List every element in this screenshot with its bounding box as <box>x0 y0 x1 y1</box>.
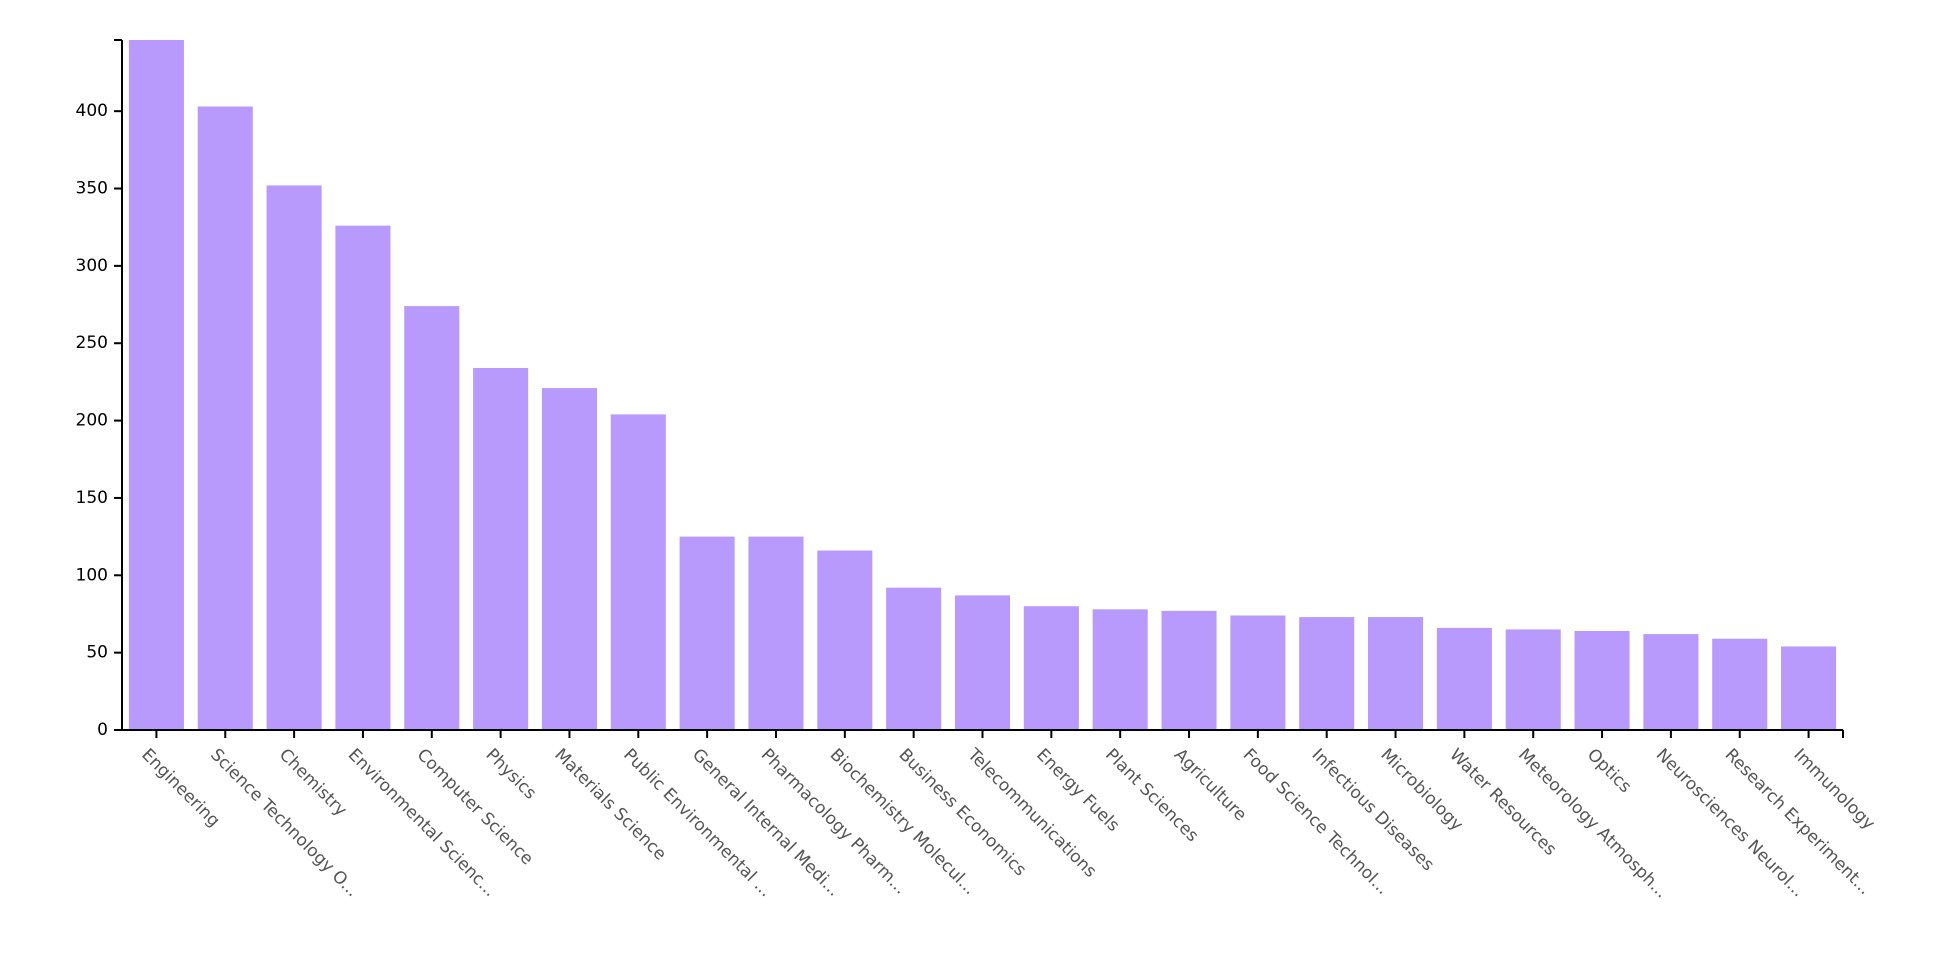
bar-22 <box>1643 634 1699 730</box>
bar-11 <box>886 587 942 730</box>
x-tick-label-4: Computer Science <box>413 745 537 869</box>
y-tick-label-5: 250 <box>76 333 108 353</box>
bar-21 <box>1574 630 1630 730</box>
bar-2 <box>266 185 322 730</box>
y-tick-label-4: 200 <box>76 411 108 431</box>
x-tick-label-21: Optics <box>1583 745 1635 797</box>
y-tick-label-7: 350 <box>76 179 108 199</box>
bar-8 <box>679 536 735 730</box>
bar-0 <box>128 40 184 730</box>
bar-23 <box>1712 638 1768 730</box>
bar-10 <box>817 550 873 730</box>
x-tick-label-17: Infectious Diseases <box>1308 745 1438 875</box>
bar-15 <box>1161 610 1217 730</box>
y-tick-label-0: 0 <box>97 720 108 740</box>
x-tick-label-16: Food Science Technol... <box>1239 745 1393 899</box>
bar-14 <box>1092 609 1148 730</box>
bar-1 <box>197 106 253 730</box>
x-tick-label-12: Telecommunications <box>963 744 1101 882</box>
x-tick-label-3: Environmental Scienc... <box>344 745 500 901</box>
y-tick-label-6: 300 <box>76 256 108 276</box>
bar-13 <box>1023 606 1079 730</box>
x-tick-label-1: Science Technology O... <box>206 745 362 901</box>
bar-4 <box>404 306 460 730</box>
y-tick-label-1: 50 <box>86 643 108 663</box>
bar-20 <box>1505 629 1561 730</box>
y-axis: 0 50 100 150 200 250 300 350 400 <box>76 39 123 740</box>
bar-9 <box>748 536 804 730</box>
x-tick-label-2: Chemistry <box>275 745 351 821</box>
bar-17 <box>1299 617 1355 730</box>
bars-layer <box>128 40 1837 730</box>
bar-24 <box>1781 646 1837 730</box>
bar-3 <box>335 225 391 730</box>
bar-7 <box>610 414 666 730</box>
x-tick-label-11: Business Economics <box>895 745 1031 881</box>
bar-19 <box>1436 627 1492 730</box>
bar-16 <box>1230 615 1286 730</box>
bar-18 <box>1368 617 1424 730</box>
bar-5 <box>473 367 529 730</box>
x-tick-label-5: Physics <box>482 745 541 804</box>
y-tick-label-8: 400 <box>76 101 108 121</box>
y-tick-label-2: 100 <box>76 565 108 585</box>
y-tick-label-3: 150 <box>76 488 108 508</box>
bar-6 <box>541 388 597 730</box>
bar-12 <box>954 595 1011 730</box>
